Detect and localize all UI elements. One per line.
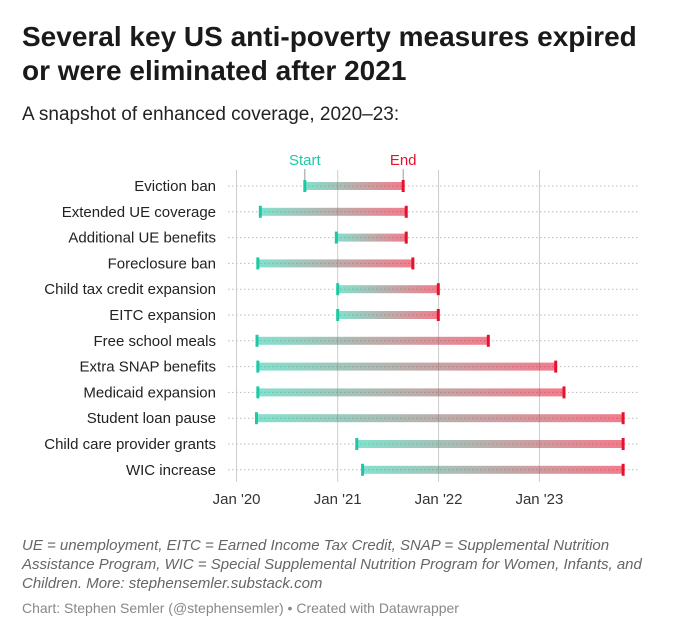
end-marker: [562, 386, 566, 399]
row-label: Child tax credit expansion: [44, 281, 216, 298]
x-tick-label: Jan '20: [213, 491, 261, 508]
row-label: Extended UE coverage: [62, 204, 216, 221]
row-label: Student loan pause: [87, 410, 216, 427]
row-label: WIC increase: [126, 462, 216, 479]
legend-end-label: End: [390, 152, 417, 169]
row-label: Free school meals: [93, 333, 216, 350]
start-marker: [334, 231, 338, 244]
start-marker: [254, 412, 258, 425]
chart-credit: Chart: Stephen Semler (@stephensemler) •…: [22, 600, 459, 616]
row-label: Eviction ban: [134, 178, 216, 195]
chart-notes: UE = unemployment, EITC = Earned Income …: [22, 537, 642, 592]
end-marker: [486, 334, 490, 347]
start-marker: [256, 360, 260, 373]
range-bar: [257, 259, 413, 268]
start-marker: [361, 463, 365, 476]
range-bar: [257, 388, 565, 397]
start-marker: [336, 309, 340, 321]
legend-start-label: Start: [289, 152, 322, 169]
start-marker: [256, 386, 260, 399]
end-marker: [621, 412, 625, 425]
end-marker: [401, 180, 405, 192]
row-label: Foreclosure ban: [108, 255, 216, 272]
range-bar: [356, 440, 624, 448]
chart-title: Several key US anti-poverty measures exp…: [22, 21, 637, 86]
row-label: Additional UE benefits: [68, 230, 216, 247]
end-marker: [621, 438, 625, 450]
row-label: Medicaid expansion: [83, 384, 216, 401]
end-marker: [436, 309, 440, 321]
x-tick-label: Jan '22: [415, 491, 463, 508]
start-marker: [255, 334, 259, 347]
range-bar: [337, 311, 439, 319]
range-bar: [260, 207, 407, 216]
range-bar: [336, 233, 407, 242]
row-label: EITC expansion: [109, 307, 216, 324]
start-marker: [336, 283, 340, 296]
end-marker: [436, 283, 440, 296]
end-marker: [554, 360, 558, 373]
x-tick-label: Jan '23: [515, 491, 563, 508]
range-bar: [257, 336, 489, 345]
range-bar: [257, 362, 556, 371]
row-label: Extra SNAP benefits: [80, 359, 216, 376]
end-marker: [404, 205, 408, 218]
range-bar: [337, 285, 439, 294]
chart-subtitle: A snapshot of enhanced coverage, 2020–23…: [22, 104, 400, 125]
end-marker: [404, 231, 408, 244]
start-marker: [256, 257, 260, 270]
x-tick-label: Jan '21: [314, 491, 362, 508]
start-marker: [258, 205, 262, 218]
end-marker: [411, 257, 415, 270]
range-bar: [256, 414, 624, 423]
start-marker: [355, 438, 359, 450]
range-chart: Jan '20 Jan '21 Jan '22 Jan '23 Eviction ban…: [44, 152, 640, 508]
start-marker: [303, 180, 307, 192]
end-marker: [621, 463, 625, 476]
range-bar: [362, 465, 624, 474]
row-label: Child care provider grants: [44, 436, 216, 453]
range-bar: [304, 182, 404, 190]
